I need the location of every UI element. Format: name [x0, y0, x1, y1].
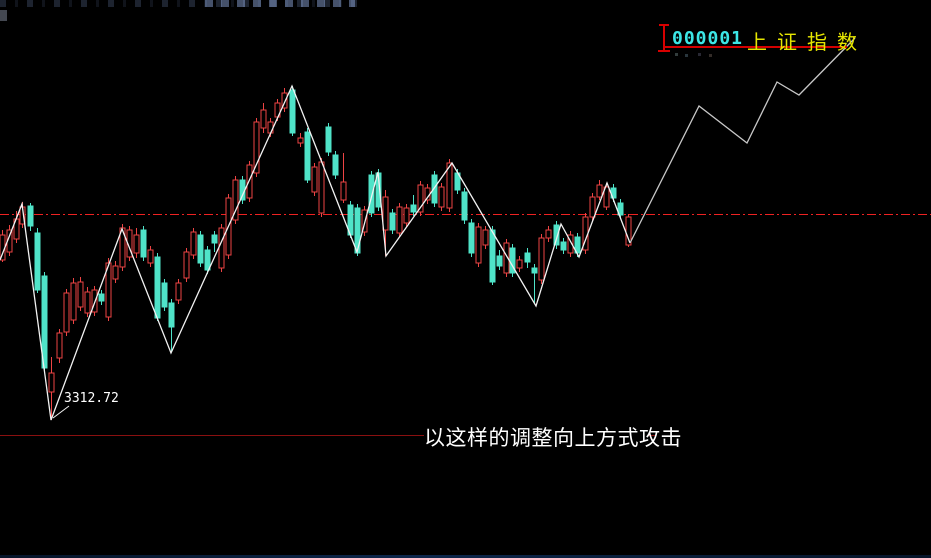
faint-marks [675, 53, 678, 56]
low-price-label: 3312.72 [64, 391, 119, 406]
toolbar-remnant [0, 0, 362, 7]
toolbar-remnant-highlight [205, 0, 355, 7]
quote-underline [663, 46, 847, 48]
quote-header: 000001 上证指数 [655, 22, 931, 62]
cursor-ibeam-bottom [658, 50, 670, 52]
cursor-ibeam [663, 25, 665, 52]
stock-code: 000001 [672, 28, 744, 49]
stock-name: 上证指数 [747, 30, 867, 54]
taskbar-remnant [0, 555, 931, 558]
cursor-ibeam-top [659, 24, 669, 26]
annotation-text: 以这样的调整向上方式攻击 [424, 426, 682, 450]
window-corner-glyph [0, 10, 7, 21]
